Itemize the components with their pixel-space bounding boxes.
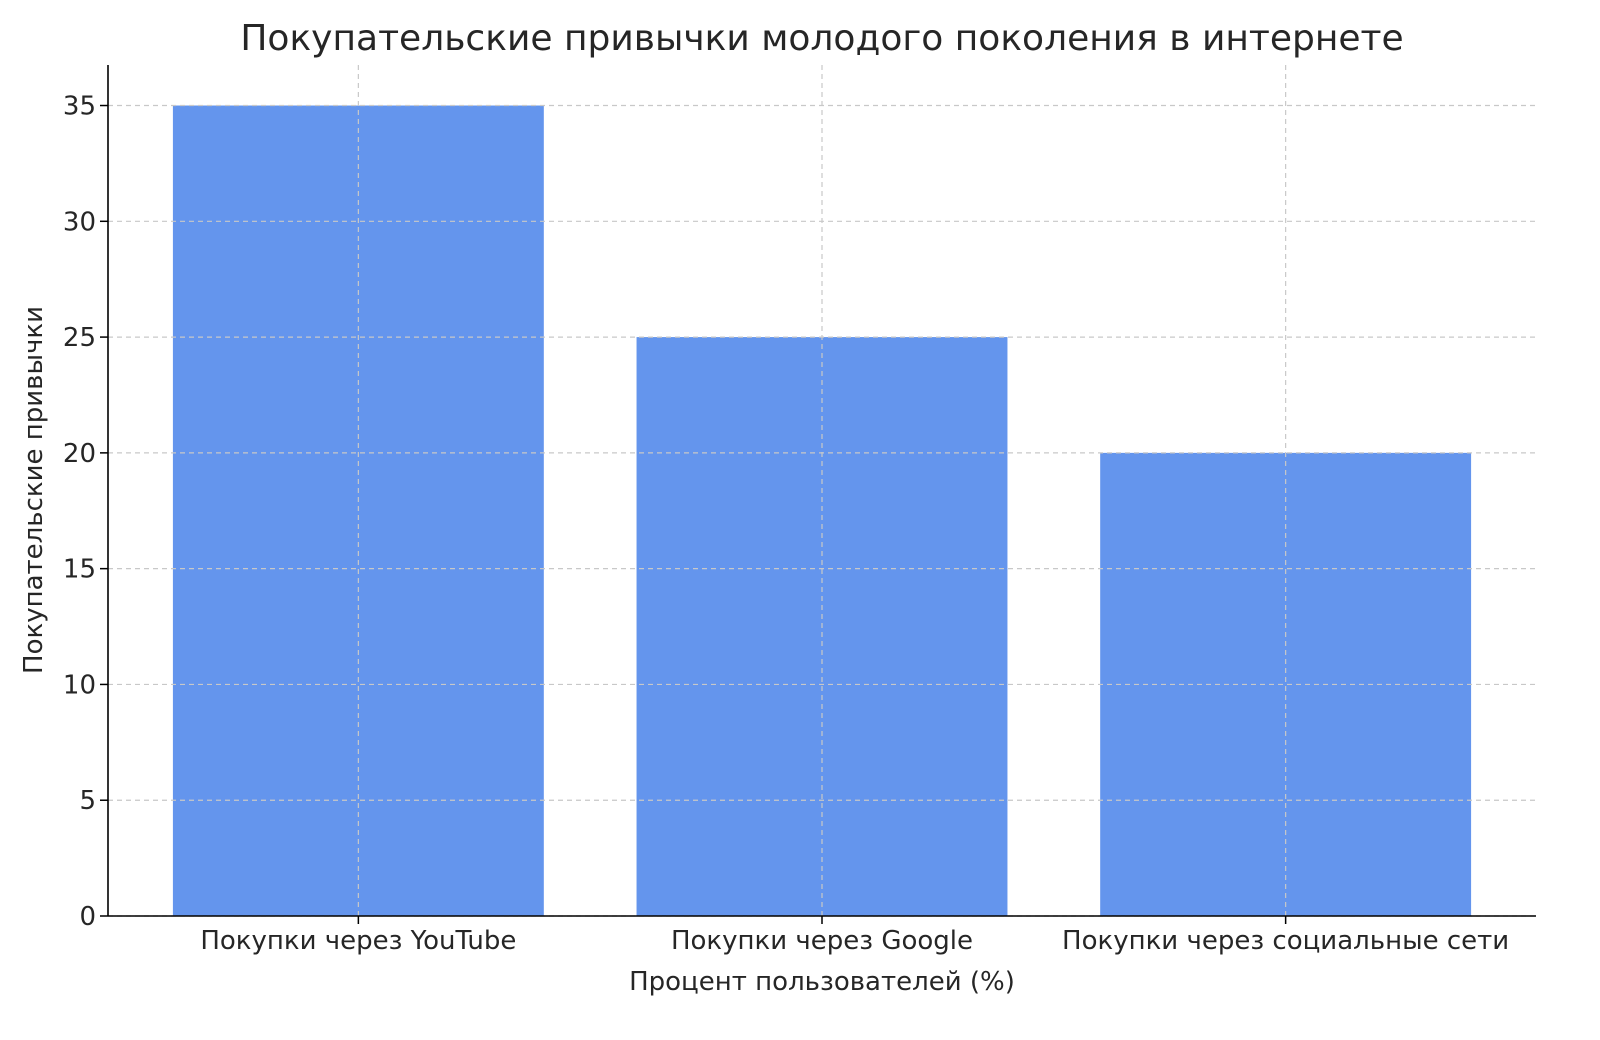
x-tick-label: Покупки через социальные сети: [1062, 926, 1509, 956]
y-tick-label: 20: [63, 439, 96, 469]
y-tick-label: 30: [63, 207, 96, 237]
chart-title: Покупательские привычки молодого поколен…: [240, 18, 1403, 59]
y-tick-label: 10: [63, 670, 96, 700]
y-axis-label: Покупательские привычки: [19, 306, 49, 674]
x-tick-label: Покупки через YouTube: [200, 926, 516, 956]
y-tick-label: 35: [63, 92, 96, 122]
axes: 0 5 10 15 20 25 30 35 Покупки через YouTube Покуп…: [63, 65, 1536, 956]
x-tick-label: Покупки через Google: [671, 926, 973, 956]
y-tick-label: 0: [79, 902, 96, 932]
y-tick-label: 5: [79, 786, 96, 816]
y-tick-label: 15: [63, 555, 96, 585]
x-axis-label: Процент пользователей (%): [629, 967, 1015, 997]
y-tick-label: 25: [63, 323, 96, 353]
